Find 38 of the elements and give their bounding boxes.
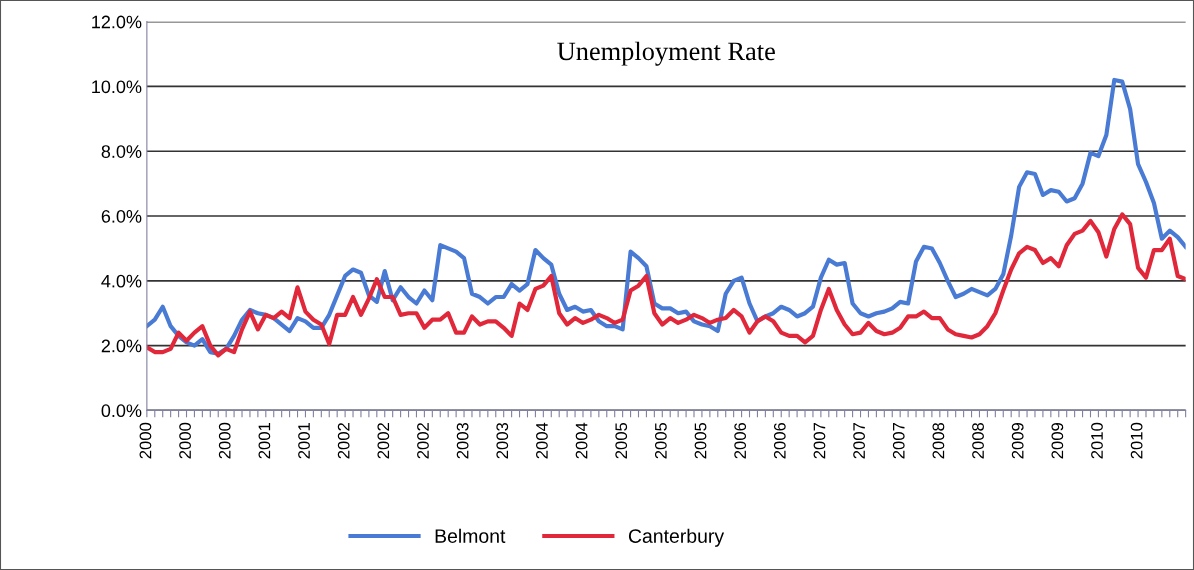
y-tick-label: 4.0%: [101, 274, 142, 288]
x-tick-label: 2005: [615, 422, 628, 459]
legend-label: Canterbury: [628, 528, 725, 547]
x-tick-label: 2000: [139, 422, 152, 459]
x-tick-label: 2009: [1051, 422, 1064, 459]
y-tick-label: 12.0%: [92, 15, 142, 29]
x-tick-label: 2003: [496, 422, 509, 459]
y-tick-label: 10.0%: [92, 80, 142, 94]
x-tick-label: 2005: [654, 422, 667, 459]
x-tick-label: 2006: [734, 422, 747, 459]
x-tick-label: 2008: [932, 422, 945, 459]
x-tick-label: 2005: [694, 422, 707, 459]
x-tick-label: 2004: [575, 422, 588, 459]
x-tick-label: 2010: [1130, 422, 1143, 459]
x-tick-label: 2003: [456, 422, 469, 459]
line-series: [146, 77, 1186, 356]
y-tick-label: 6.0%: [101, 209, 142, 223]
x-tick-label: 2000: [179, 422, 191, 459]
x-tick-label: 2002: [377, 423, 390, 459]
x-tick-label: 2001: [298, 423, 310, 459]
x-tick-label: 2004: [536, 422, 548, 459]
x-tick-label: 2007: [892, 423, 905, 459]
x-tick-label: 2007: [853, 423, 865, 459]
y-tick-label: 2.0%: [101, 339, 142, 353]
x-tick-label: 2007: [813, 423, 826, 459]
x-tick-label: 2002: [337, 423, 350, 459]
y-tick-label: 0.0%: [101, 404, 142, 418]
y-tick-label: 8.0%: [101, 145, 142, 158]
text: Unemployment Rate: [557, 41, 775, 66]
x-tick-label: 2008: [972, 422, 984, 459]
x-tick-label: 2010: [1091, 422, 1103, 459]
x-tick-label: 2002: [417, 423, 429, 459]
x-tick-label: 2001: [258, 423, 271, 459]
line-series: [146, 212, 1186, 358]
legend-label: Belmont: [435, 528, 506, 543]
x-tick-label: 2006: [773, 422, 786, 459]
x-tick-label: 2000: [218, 422, 231, 459]
x-tick-label: 2009: [1011, 422, 1024, 459]
